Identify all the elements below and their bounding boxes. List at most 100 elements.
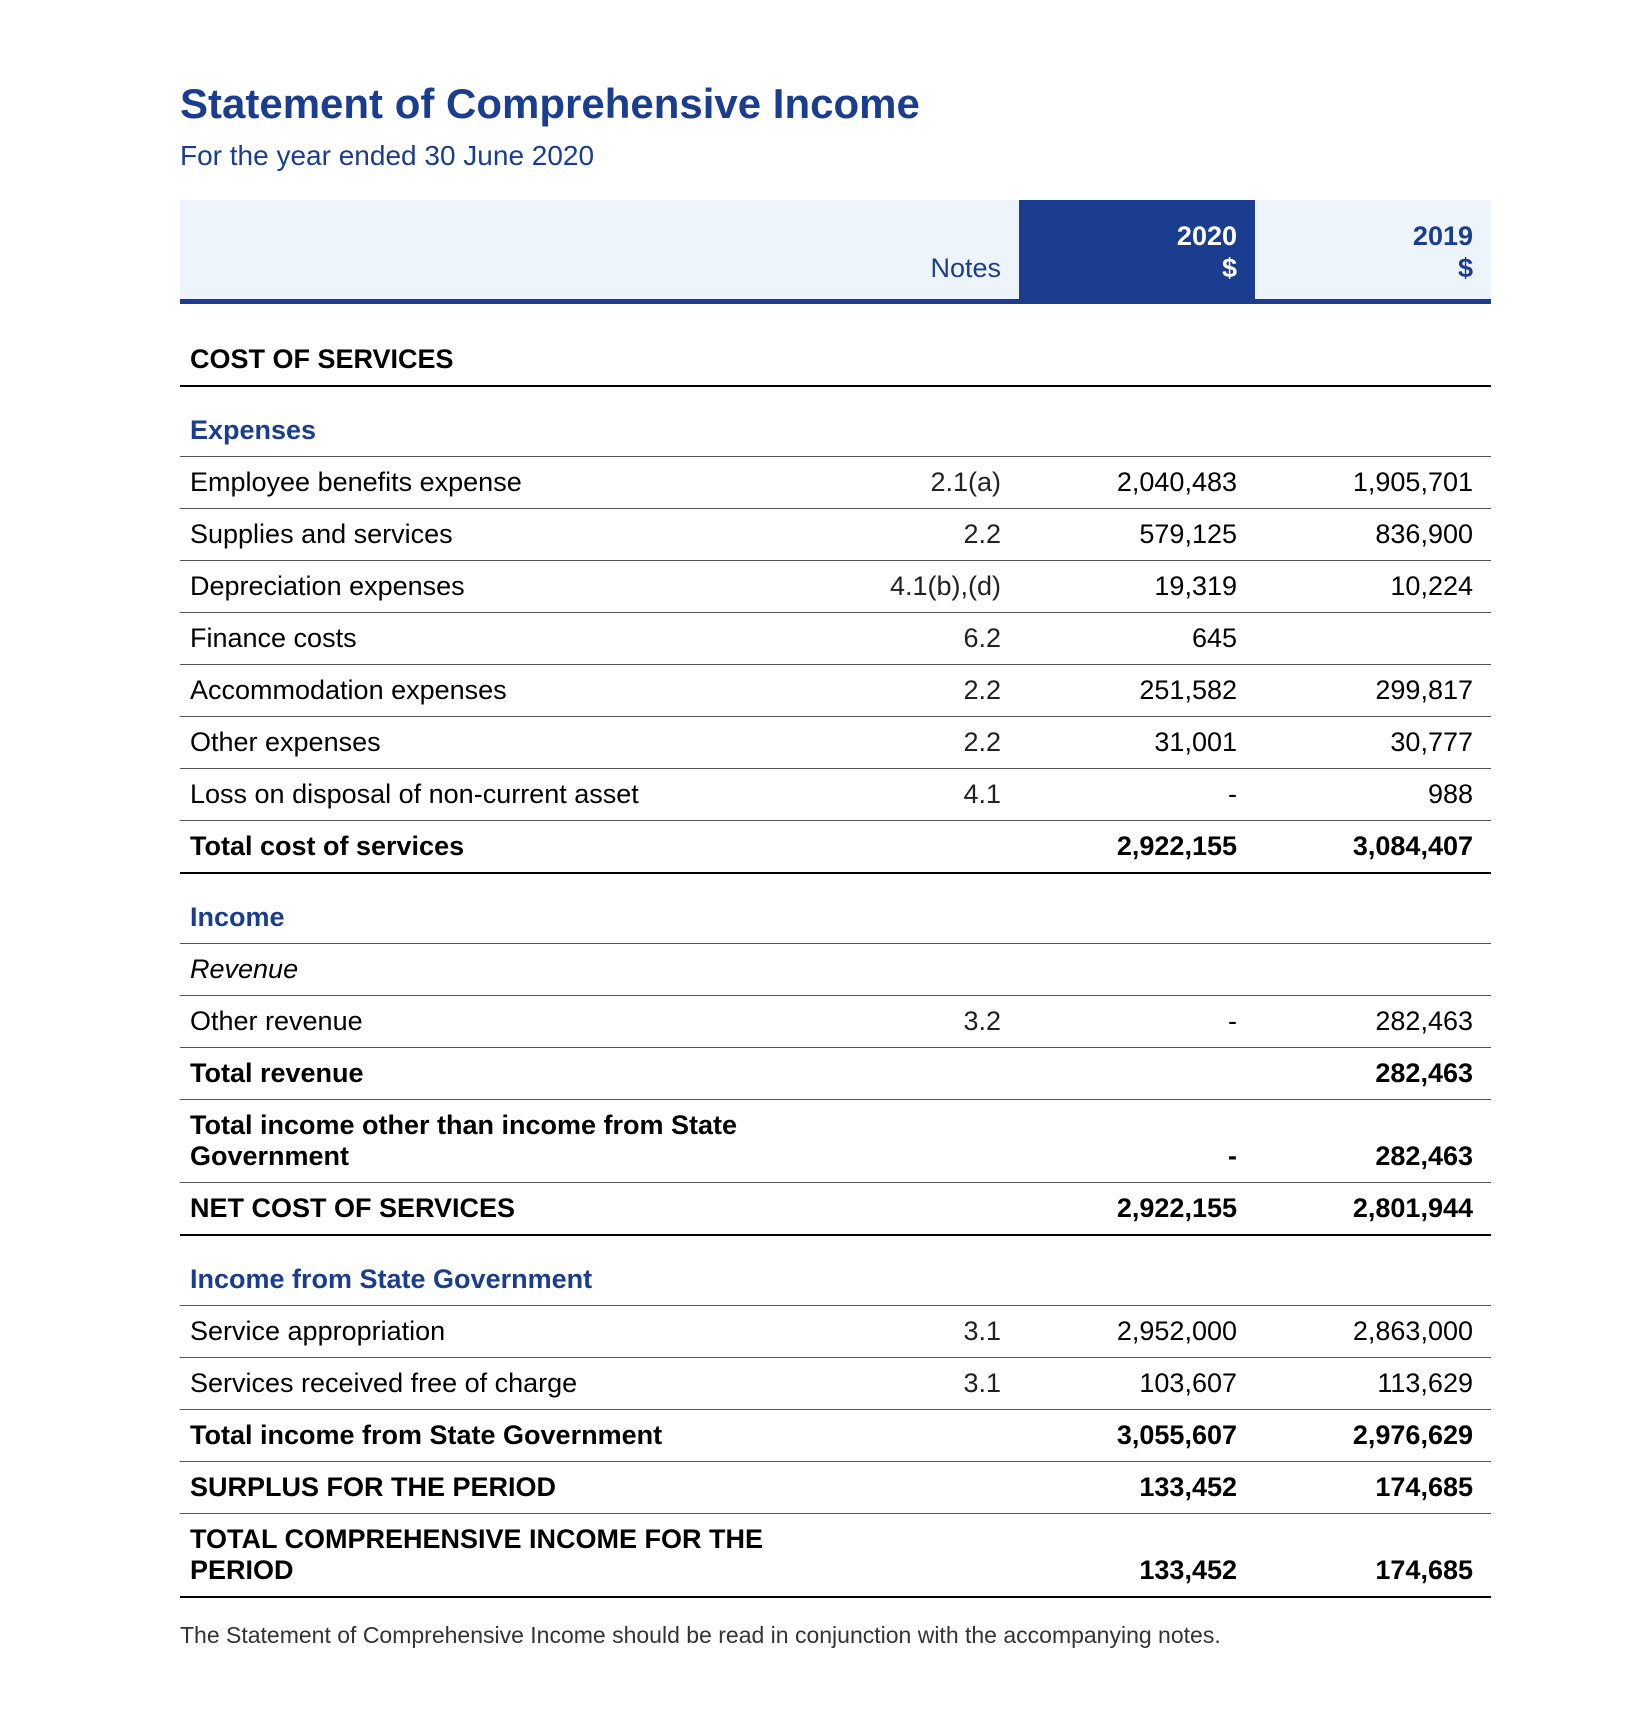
row-note: 4.1 xyxy=(796,768,1019,820)
row-note: 3.1 xyxy=(796,1305,1019,1357)
row-label: COST OF SERVICES xyxy=(180,301,796,386)
row-label: Supplies and services xyxy=(180,508,796,560)
row-value-current: 2,040,483 xyxy=(1019,456,1255,508)
row-value-prior: 282,463 xyxy=(1255,1047,1491,1099)
row-note: 6.2 xyxy=(796,612,1019,664)
row-note: 2.2 xyxy=(796,664,1019,716)
row-label: Expenses xyxy=(180,386,796,457)
row-value-current: 133,452 xyxy=(1019,1461,1255,1513)
row-note xyxy=(796,1235,1019,1306)
table-row: Finance costs6.2645 xyxy=(180,612,1491,664)
row-value-current: 2,952,000 xyxy=(1019,1305,1255,1357)
row-value-prior: 988 xyxy=(1255,768,1491,820)
footnote-text: The Statement of Comprehensive Income sh… xyxy=(180,1622,1491,1649)
row-value-prior: 1,905,701 xyxy=(1255,456,1491,508)
row-note xyxy=(796,873,1019,944)
row-note: 2.1(a) xyxy=(796,456,1019,508)
row-value-prior xyxy=(1255,1235,1491,1306)
row-label: Loss on disposal of non-current asset xyxy=(180,768,796,820)
table-row: Income xyxy=(180,873,1491,944)
income-statement-table: Notes 2020 $ 2019 $ COST OF SERVICESExpe… xyxy=(180,200,1491,1598)
row-label: Total revenue xyxy=(180,1047,796,1099)
table-row: TOTAL COMPREHENSIVE INCOME FOR THE PERIO… xyxy=(180,1513,1491,1597)
table-row: Supplies and services2.2579,125836,900 xyxy=(180,508,1491,560)
row-label: Service appropriation xyxy=(180,1305,796,1357)
row-note xyxy=(796,1461,1019,1513)
table-row: Income from State Government xyxy=(180,1235,1491,1306)
row-label: Finance costs xyxy=(180,612,796,664)
row-note: 3.2 xyxy=(796,995,1019,1047)
row-value-current: 645 xyxy=(1019,612,1255,664)
row-label: Revenue xyxy=(180,943,796,995)
row-note xyxy=(796,820,1019,873)
row-value-current: - xyxy=(1019,1099,1255,1182)
row-value-prior: 30,777 xyxy=(1255,716,1491,768)
row-label: Other revenue xyxy=(180,995,796,1047)
row-value-current: 3,055,607 xyxy=(1019,1409,1255,1461)
row-value-prior: 174,685 xyxy=(1255,1461,1491,1513)
row-value-current: 31,001 xyxy=(1019,716,1255,768)
row-value-prior: 2,976,629 xyxy=(1255,1409,1491,1461)
header-year-current: 2020 $ xyxy=(1019,200,1255,301)
row-value-current: 251,582 xyxy=(1019,664,1255,716)
row-value-prior: 836,900 xyxy=(1255,508,1491,560)
row-label: Total income other than income from Stat… xyxy=(180,1099,796,1182)
row-value-prior: 299,817 xyxy=(1255,664,1491,716)
row-note: 2.2 xyxy=(796,508,1019,560)
row-note xyxy=(796,301,1019,386)
row-value-current: - xyxy=(1019,768,1255,820)
table-row: Depreciation expenses4.1(b),(d)19,31910,… xyxy=(180,560,1491,612)
header-year2-text: 2019 xyxy=(1273,220,1473,252)
row-note xyxy=(796,1182,1019,1235)
row-label: TOTAL COMPREHENSIVE INCOME FOR THE PERIO… xyxy=(180,1513,796,1597)
row-note xyxy=(796,943,1019,995)
row-label: Services received free of charge xyxy=(180,1357,796,1409)
page-title: Statement of Comprehensive Income xyxy=(180,80,1491,128)
row-value-prior: 174,685 xyxy=(1255,1513,1491,1597)
table-row: NET COST OF SERVICES 2,922,1552,801,944 xyxy=(180,1182,1491,1235)
header-year-prior: 2019 $ xyxy=(1255,200,1491,301)
table-row: Other revenue3.2-282,463 xyxy=(180,995,1491,1047)
row-value-current xyxy=(1019,873,1255,944)
row-label: Other expenses xyxy=(180,716,796,768)
row-value-prior: 113,629 xyxy=(1255,1357,1491,1409)
row-value-current: 579,125 xyxy=(1019,508,1255,560)
table-row: Total revenue 282,463 xyxy=(180,1047,1491,1099)
row-value-current xyxy=(1019,1235,1255,1306)
row-value-prior: 2,801,944 xyxy=(1255,1182,1491,1235)
row-note xyxy=(796,1047,1019,1099)
table-row: Employee benefits expense2.1(a)2,040,483… xyxy=(180,456,1491,508)
row-value-prior xyxy=(1255,612,1491,664)
row-label: NET COST OF SERVICES xyxy=(180,1182,796,1235)
row-value-current: 103,607 xyxy=(1019,1357,1255,1409)
row-note: 3.1 xyxy=(796,1357,1019,1409)
table-row: COST OF SERVICES xyxy=(180,301,1491,386)
row-value-prior xyxy=(1255,943,1491,995)
row-value-prior xyxy=(1255,301,1491,386)
row-label: Total income from State Government xyxy=(180,1409,796,1461)
row-value-prior: 2,863,000 xyxy=(1255,1305,1491,1357)
row-label: Total cost of services xyxy=(180,820,796,873)
header-notes: Notes xyxy=(796,200,1019,301)
table-row: Total income other than income from Stat… xyxy=(180,1099,1491,1182)
header-year1-currency: $ xyxy=(1037,252,1237,284)
table-row: Accommodation expenses2.2251,582299,817 xyxy=(180,664,1491,716)
row-value-prior: 282,463 xyxy=(1255,995,1491,1047)
row-value-prior: 3,084,407 xyxy=(1255,820,1491,873)
row-value-current xyxy=(1019,1047,1255,1099)
row-value-current: 2,922,155 xyxy=(1019,1182,1255,1235)
row-value-current: 2,922,155 xyxy=(1019,820,1255,873)
row-value-prior: 282,463 xyxy=(1255,1099,1491,1182)
row-note: 2.2 xyxy=(796,716,1019,768)
table-row: Other expenses2.231,00130,777 xyxy=(180,716,1491,768)
header-blank xyxy=(180,200,796,301)
row-label: Income xyxy=(180,873,796,944)
table-row: Service appropriation3.12,952,0002,863,0… xyxy=(180,1305,1491,1357)
row-value-prior: 10,224 xyxy=(1255,560,1491,612)
row-note xyxy=(796,1409,1019,1461)
table-header-row: Notes 2020 $ 2019 $ xyxy=(180,200,1491,301)
row-label: Income from State Government xyxy=(180,1235,796,1306)
header-notes-label: Notes xyxy=(814,252,1001,284)
table-row: Loss on disposal of non-current asset4.1… xyxy=(180,768,1491,820)
page-subtitle: For the year ended 30 June 2020 xyxy=(180,140,1491,172)
